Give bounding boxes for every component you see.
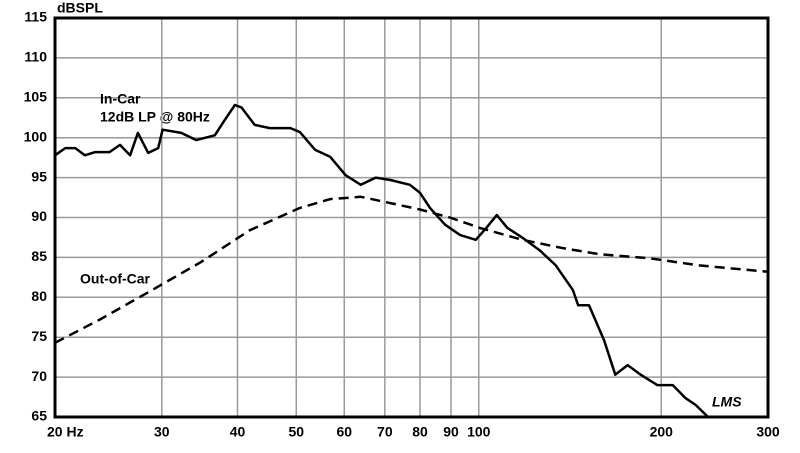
x-tick-label: 300 xyxy=(756,424,780,440)
series-label: Out-of-Car xyxy=(80,271,151,287)
plot-frame xyxy=(53,16,770,419)
y-tick-label: 80 xyxy=(31,288,47,304)
y-tick-label: 75 xyxy=(31,328,47,344)
x-tick-label: 80 xyxy=(412,424,428,440)
series-line xyxy=(54,195,769,344)
x-tick-label: 30 xyxy=(154,424,170,440)
x-tick-label: 200 xyxy=(650,424,674,440)
x-tick-label: 50 xyxy=(288,424,304,440)
y-axis-label: dBSPL xyxy=(57,0,103,16)
series-line xyxy=(54,103,709,418)
x-tick-label: 40 xyxy=(230,424,246,440)
y-tick-label: 95 xyxy=(31,168,47,184)
x-tick-label: 70 xyxy=(377,424,393,440)
series-label: In-Car xyxy=(100,91,141,107)
x-tick-label: 90 xyxy=(443,424,459,440)
x-tick-label: 60 xyxy=(336,424,352,440)
x-tick-label: 100 xyxy=(467,424,491,440)
y-tick-label: 85 xyxy=(31,248,47,264)
y-tick-label: 90 xyxy=(31,208,47,224)
y-tick-label: 110 xyxy=(24,49,47,65)
y-tick-label: 100 xyxy=(24,128,48,144)
x-tick-label: 20 Hz xyxy=(47,424,84,440)
annotation: 12dB LP @ 80Hz xyxy=(100,109,210,125)
watermark: LMS xyxy=(712,394,742,410)
y-tick-label: 70 xyxy=(31,368,47,384)
y-tick-label: 65 xyxy=(31,408,47,424)
y-tick-label: 115 xyxy=(24,9,47,25)
y-tick-label: 105 xyxy=(24,89,48,105)
